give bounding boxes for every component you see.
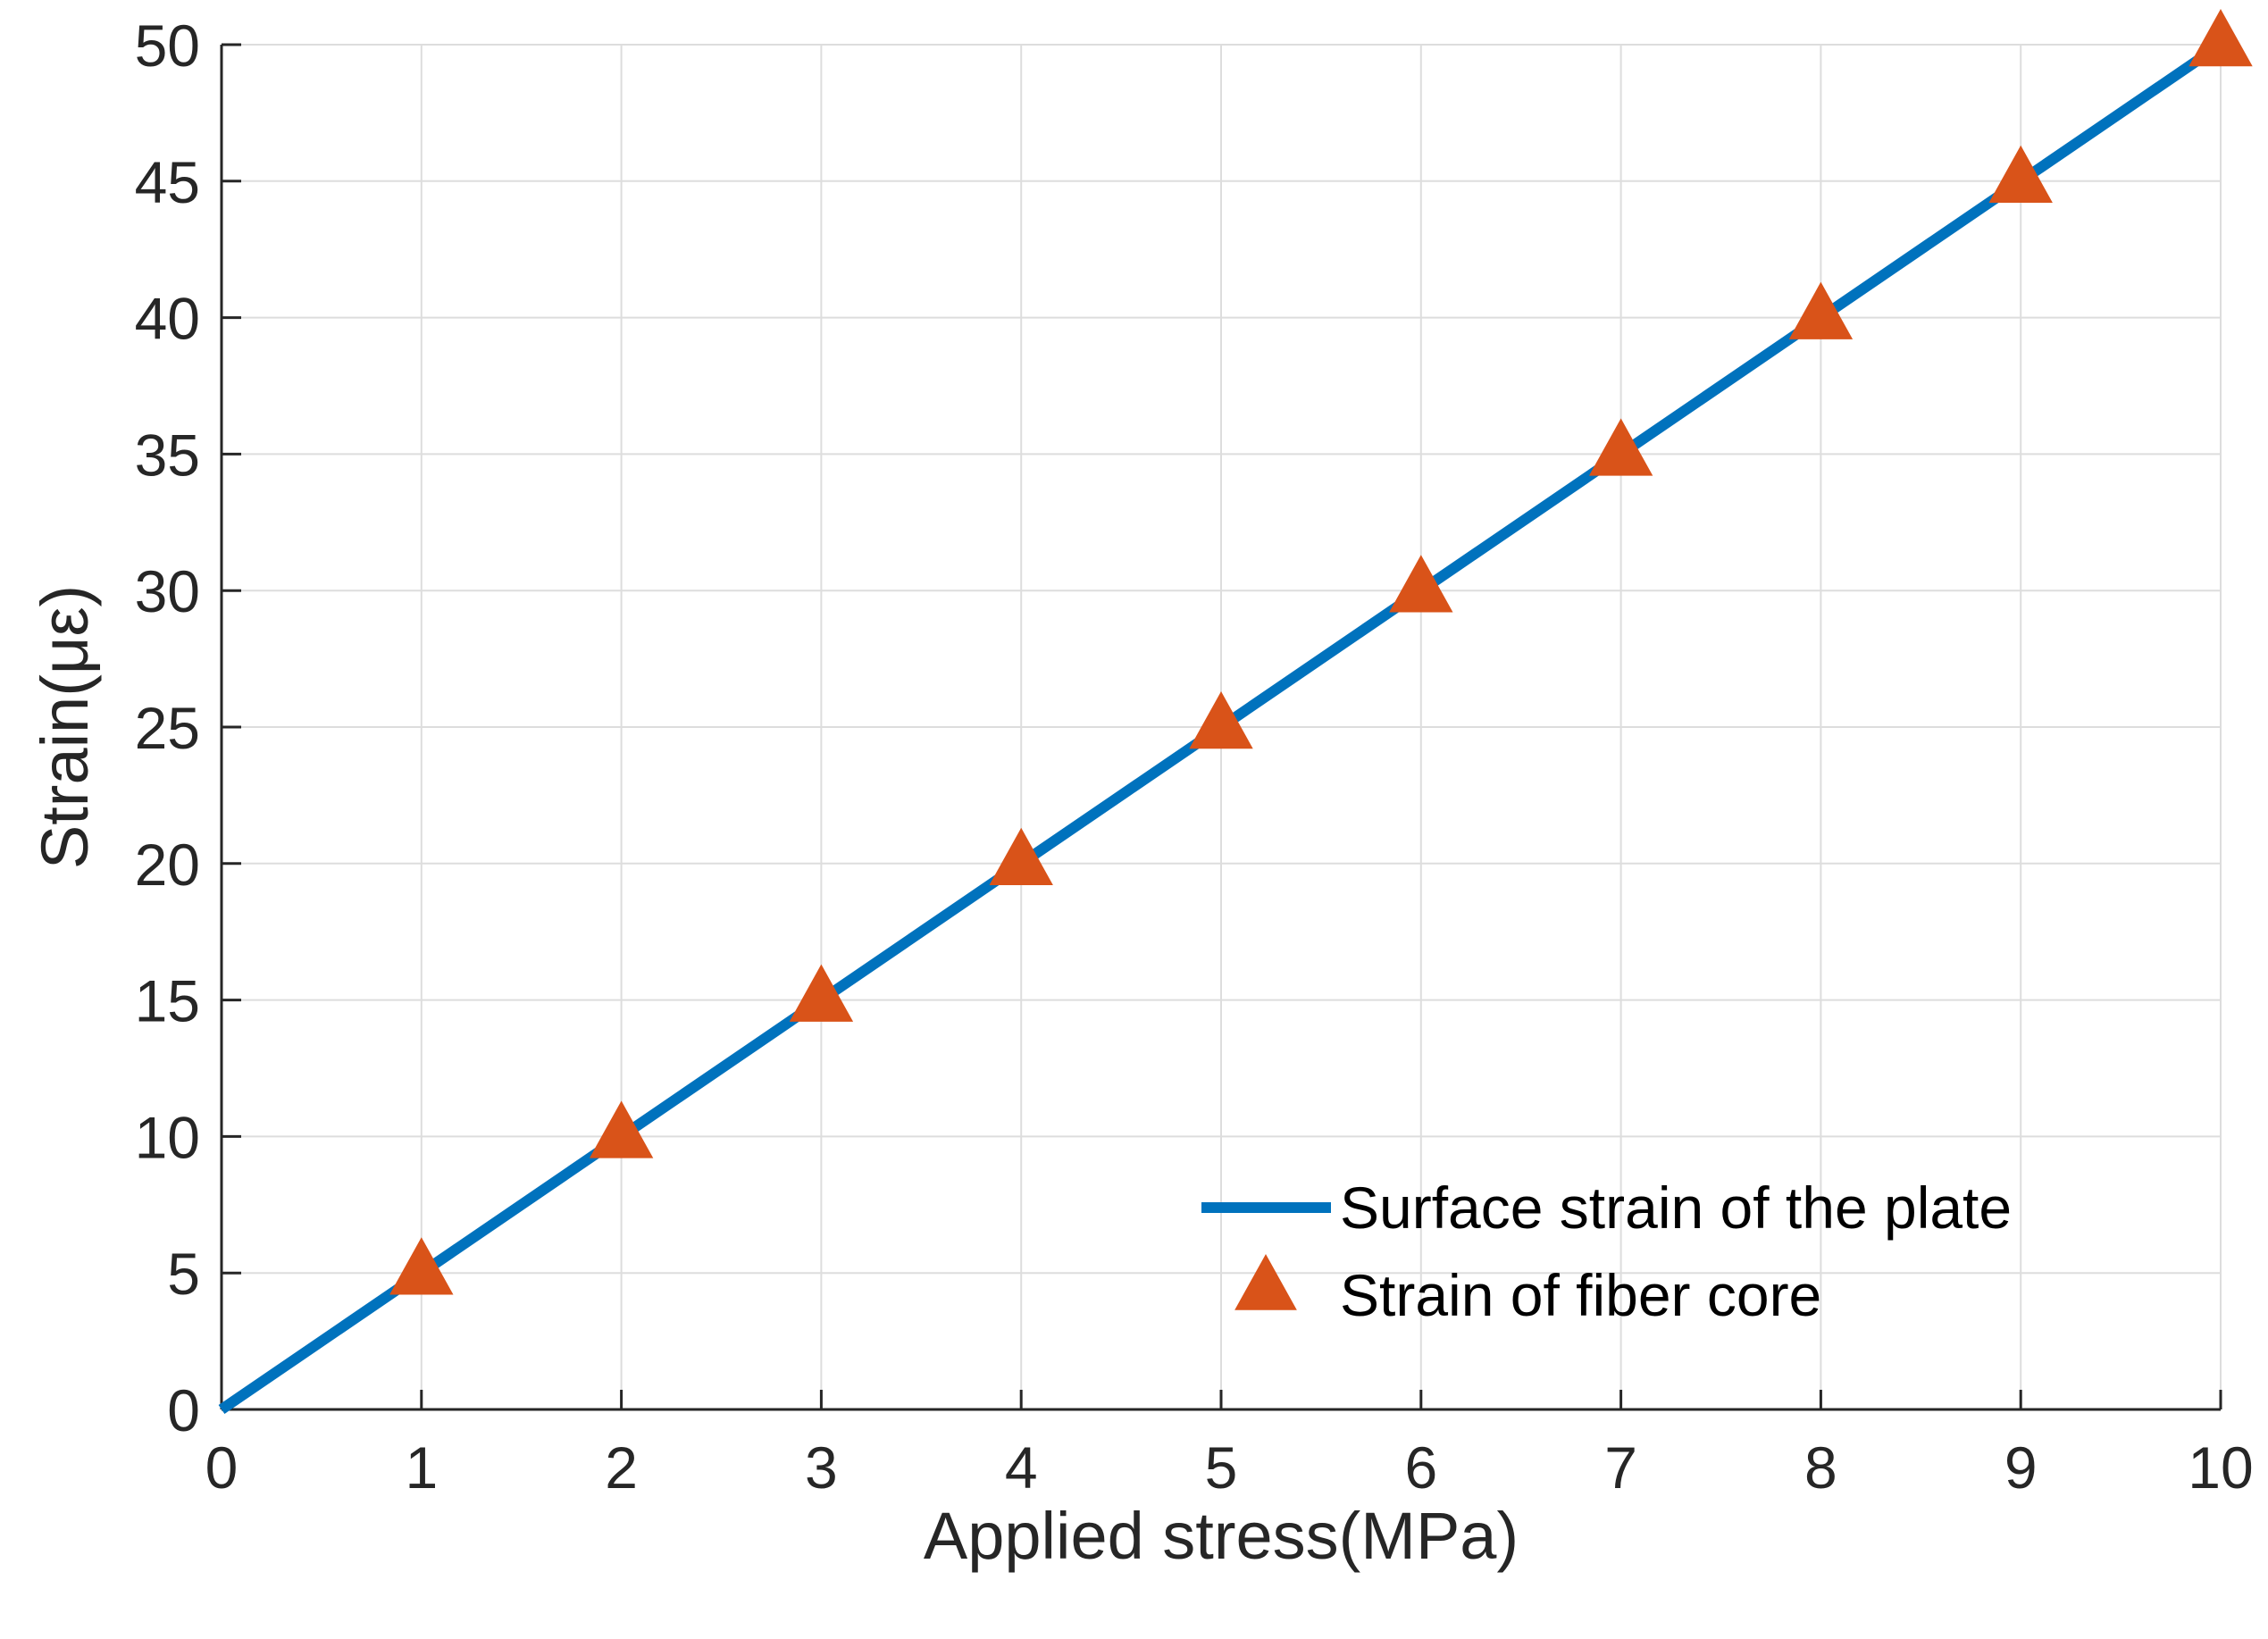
y-tick-label: 35 (135, 422, 200, 488)
x-tick-label: 6 (1404, 1434, 1437, 1501)
data-point-triangle (589, 1100, 654, 1158)
x-tick-label: 0 (205, 1434, 239, 1501)
legend-triangle-swatch (1234, 1254, 1297, 1310)
x-tick-label: 7 (1604, 1434, 1637, 1501)
series-layer (218, 8, 2253, 1414)
data-point-triangle (1988, 145, 2053, 204)
legend: Surface strain of the plate Strain of fi… (1201, 1175, 2012, 1328)
data-point-triangle (789, 964, 854, 1022)
y-axis-title: Strain(με) (28, 585, 102, 869)
y-tick-label: 50 (135, 13, 200, 79)
x-tick-label: 1 (405, 1434, 438, 1501)
y-tick-label: 45 (135, 149, 200, 215)
y-tick-label: 40 (135, 286, 200, 352)
x-tick-label: 10 (2188, 1434, 2253, 1501)
data-point-triangle (1588, 418, 1653, 476)
x-axis-title: Applied stress(MPa) (924, 1499, 1519, 1573)
x-tick-label: 3 (805, 1434, 838, 1501)
y-tick-label: 5 (167, 1241, 200, 1307)
x-tick-label: 4 (1005, 1434, 1038, 1501)
data-point-triangle (989, 827, 1053, 886)
y-tick-label: 30 (135, 558, 200, 624)
legend-label-line-series: Surface strain of the plate (1340, 1175, 2012, 1241)
data-point-triangle (2188, 8, 2253, 67)
x-tick-label: 2 (605, 1434, 638, 1501)
y-tick-label: 25 (135, 695, 200, 761)
data-point-triangle (1389, 555, 1453, 613)
legend-label-marker-series: Strain of fiber core (1340, 1262, 1821, 1328)
x-tick-label: 5 (1205, 1434, 1238, 1501)
x-tick-label: 8 (1804, 1434, 1837, 1501)
x-tick-label: 9 (2004, 1434, 2038, 1501)
data-point-triangle (1189, 690, 1253, 749)
y-tick-label: 10 (135, 1104, 200, 1170)
y-tick-label: 0 (167, 1377, 200, 1443)
data-point-triangle (389, 1237, 454, 1295)
data-point-triangle (1788, 281, 1854, 339)
y-tick-label: 15 (135, 968, 200, 1034)
y-tick-label: 20 (135, 832, 200, 898)
